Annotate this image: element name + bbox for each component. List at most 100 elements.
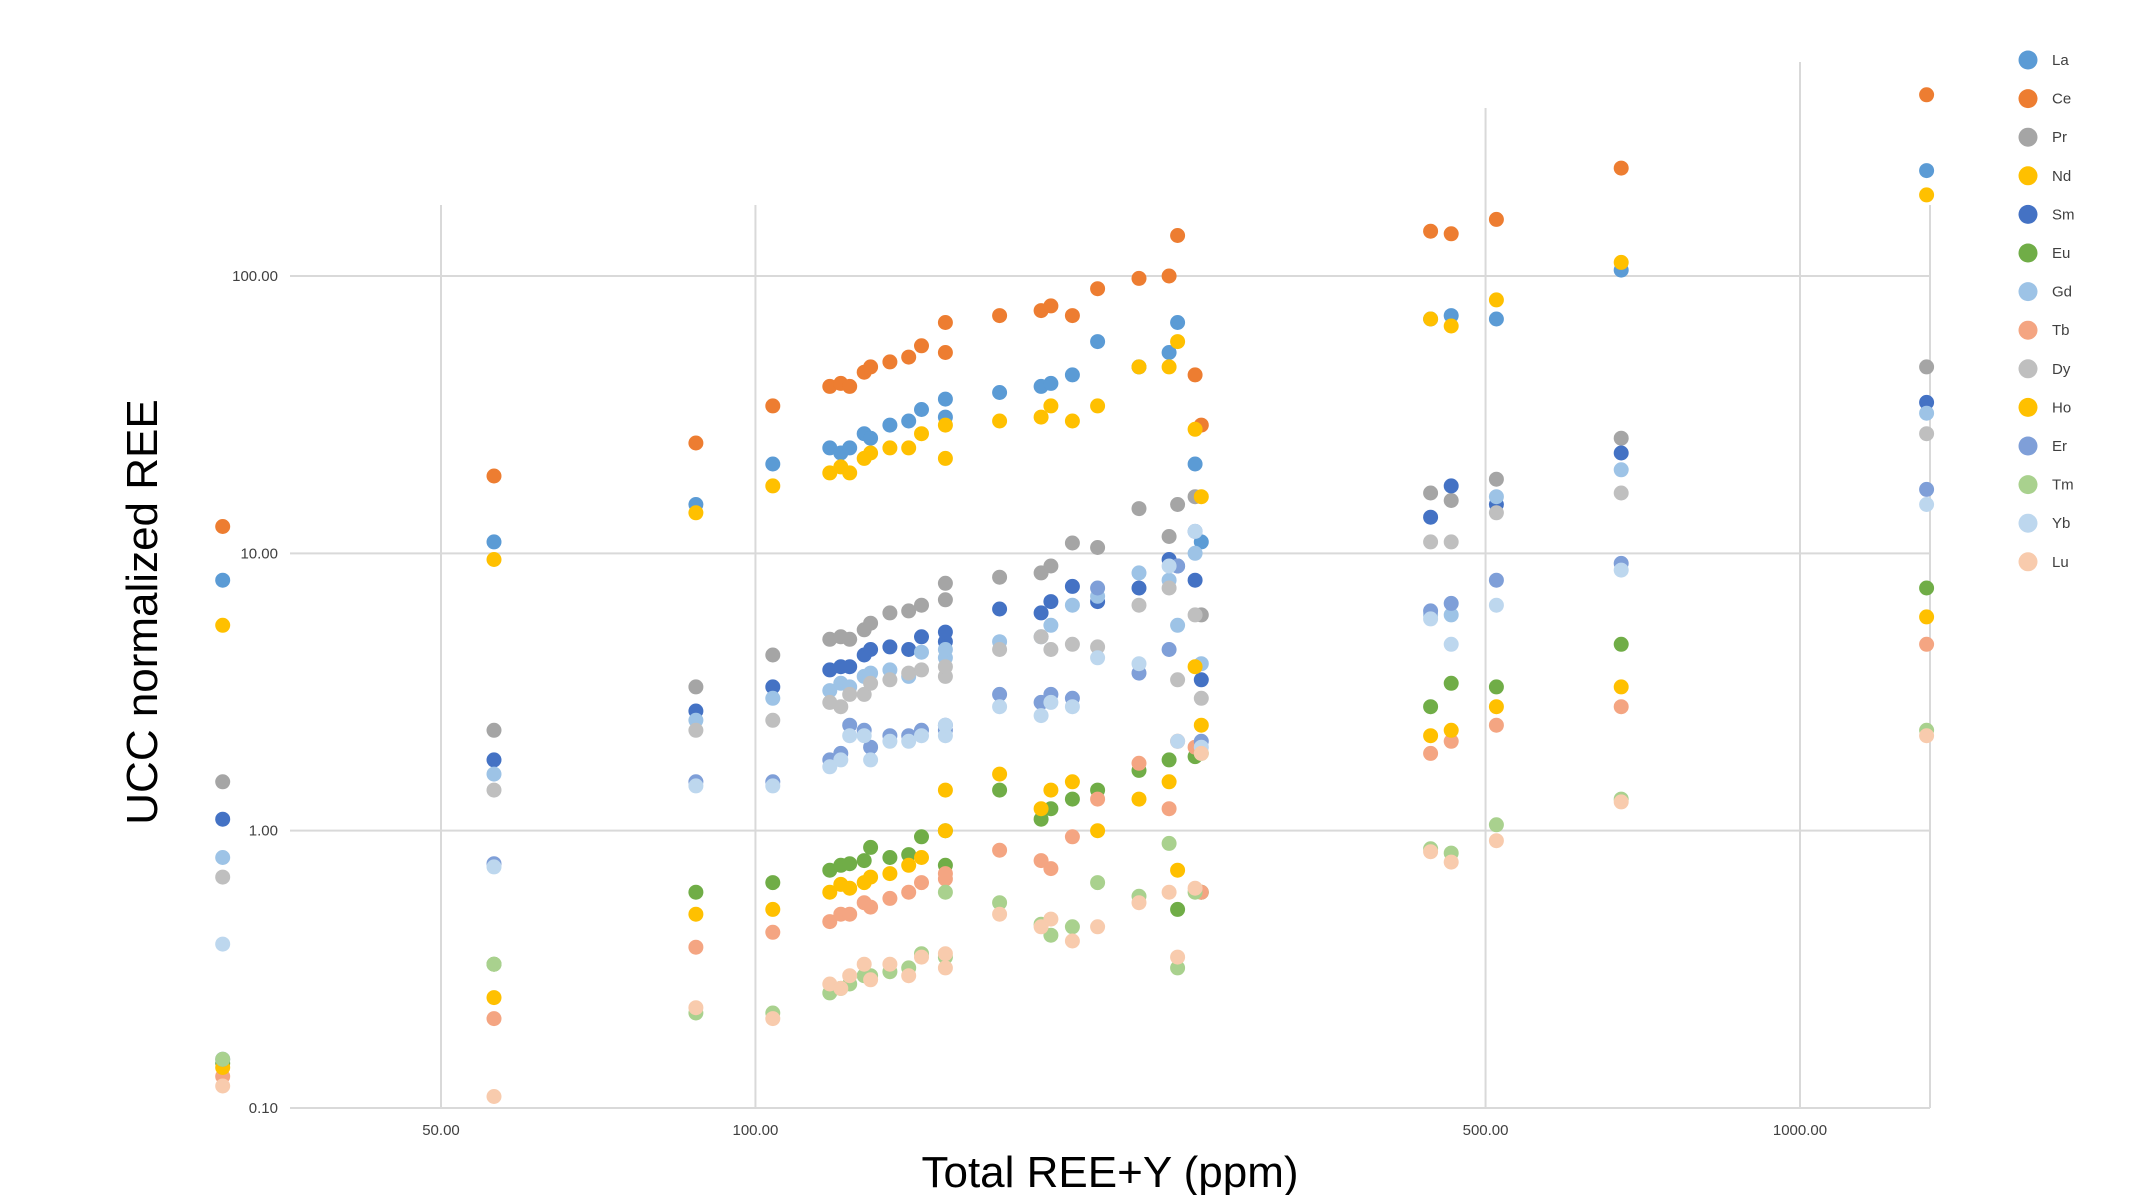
data-point — [856, 686, 872, 702]
data-point — [901, 733, 917, 749]
data-point — [1170, 334, 1186, 350]
data-point — [937, 450, 953, 466]
data-point — [1193, 745, 1209, 761]
data-point — [1423, 534, 1439, 550]
data-point — [833, 752, 849, 768]
legend-item-dy: Dy — [2018, 359, 2071, 379]
data-point — [1131, 501, 1147, 517]
data-point — [215, 811, 231, 827]
data-point — [1443, 636, 1459, 652]
data-point — [486, 956, 502, 972]
data-point — [1131, 791, 1147, 807]
data-point — [1161, 801, 1177, 817]
data-point — [765, 924, 781, 940]
data-point — [1161, 884, 1177, 900]
legend-label: La — [2052, 52, 2069, 69]
data-point — [1919, 187, 1935, 203]
data-point — [937, 417, 953, 433]
legend-marker — [2018, 89, 2038, 109]
data-point — [856, 956, 872, 972]
data-point — [937, 717, 953, 733]
data-point — [1043, 927, 1059, 943]
data-point — [882, 866, 898, 882]
legend-label: Er — [2052, 438, 2067, 455]
data-point — [937, 624, 953, 640]
data-point — [1187, 367, 1203, 383]
legend-label: Nd — [2052, 168, 2071, 185]
data-point — [1919, 728, 1935, 744]
data-point — [914, 597, 929, 613]
legend-item-gd: Gd — [2018, 282, 2072, 302]
data-point — [1090, 650, 1106, 666]
data-point — [1090, 580, 1106, 596]
x-tick-label: 500.00 — [1463, 1122, 1509, 1139]
data-point — [914, 644, 929, 660]
data-point — [992, 895, 1008, 911]
data-point — [1090, 281, 1106, 297]
data-point — [1919, 580, 1935, 596]
data-point — [856, 728, 872, 744]
data-point — [1919, 359, 1935, 375]
data-point — [1613, 485, 1629, 501]
legend-label: Ho — [2052, 399, 2071, 416]
data-point — [1161, 268, 1177, 284]
data-point — [1131, 755, 1147, 771]
data-point — [1161, 774, 1177, 790]
data-point — [901, 857, 917, 873]
data-point — [1613, 679, 1629, 695]
legend-item-la: La — [2018, 50, 2069, 70]
data-point — [1043, 642, 1059, 657]
grid-lines — [290, 62, 1931, 1109]
data-point — [842, 686, 858, 702]
data-point — [863, 972, 879, 988]
data-point — [765, 456, 781, 472]
data-point — [937, 946, 953, 962]
y-tick-label: 0.10 — [249, 1100, 278, 1117]
data-point — [1090, 639, 1106, 655]
data-point — [215, 572, 231, 588]
legend-item-pr: Pr — [2018, 127, 2067, 147]
data-point — [1064, 636, 1080, 652]
data-point — [688, 884, 704, 900]
data-point — [1043, 782, 1059, 798]
data-point — [215, 1051, 231, 1067]
data-point — [937, 575, 953, 591]
data-point — [1131, 580, 1147, 596]
data-point — [914, 426, 929, 442]
series-ce — [215, 87, 1935, 534]
data-point — [486, 552, 502, 567]
data-point — [914, 850, 929, 865]
series-ho — [215, 609, 1935, 1075]
data-point — [937, 345, 953, 360]
legend-item-eu: Eu — [2018, 243, 2070, 263]
data-point — [1613, 254, 1629, 270]
legend-item-er: Er — [2018, 436, 2067, 456]
data-point — [1488, 699, 1504, 715]
data-point — [937, 659, 953, 675]
legend-marker — [2018, 475, 2038, 495]
data-point — [937, 315, 953, 330]
legend-marker — [2018, 513, 2038, 533]
data-point — [1090, 791, 1106, 807]
data-point — [1170, 949, 1186, 965]
data-point — [856, 853, 872, 869]
data-point — [1170, 901, 1186, 917]
data-point — [863, 675, 879, 691]
series-yb — [215, 497, 1935, 952]
data-point — [937, 782, 953, 798]
data-point — [863, 445, 879, 461]
data-point — [1033, 708, 1049, 724]
data-point — [992, 699, 1008, 715]
legend: La Ce Pr Nd Sm Eu Gd Tb Dy Ho Er Tm Yb Lu — [2018, 50, 2075, 572]
data-point — [901, 968, 917, 984]
legend-marker — [2018, 552, 2038, 572]
data-point — [1423, 485, 1439, 501]
data-point — [1170, 617, 1186, 633]
data-point — [765, 712, 781, 728]
series-dy — [215, 426, 1935, 885]
data-point — [1193, 717, 1209, 733]
data-point — [1131, 597, 1147, 613]
data-point — [1919, 636, 1935, 652]
data-point — [215, 869, 231, 885]
